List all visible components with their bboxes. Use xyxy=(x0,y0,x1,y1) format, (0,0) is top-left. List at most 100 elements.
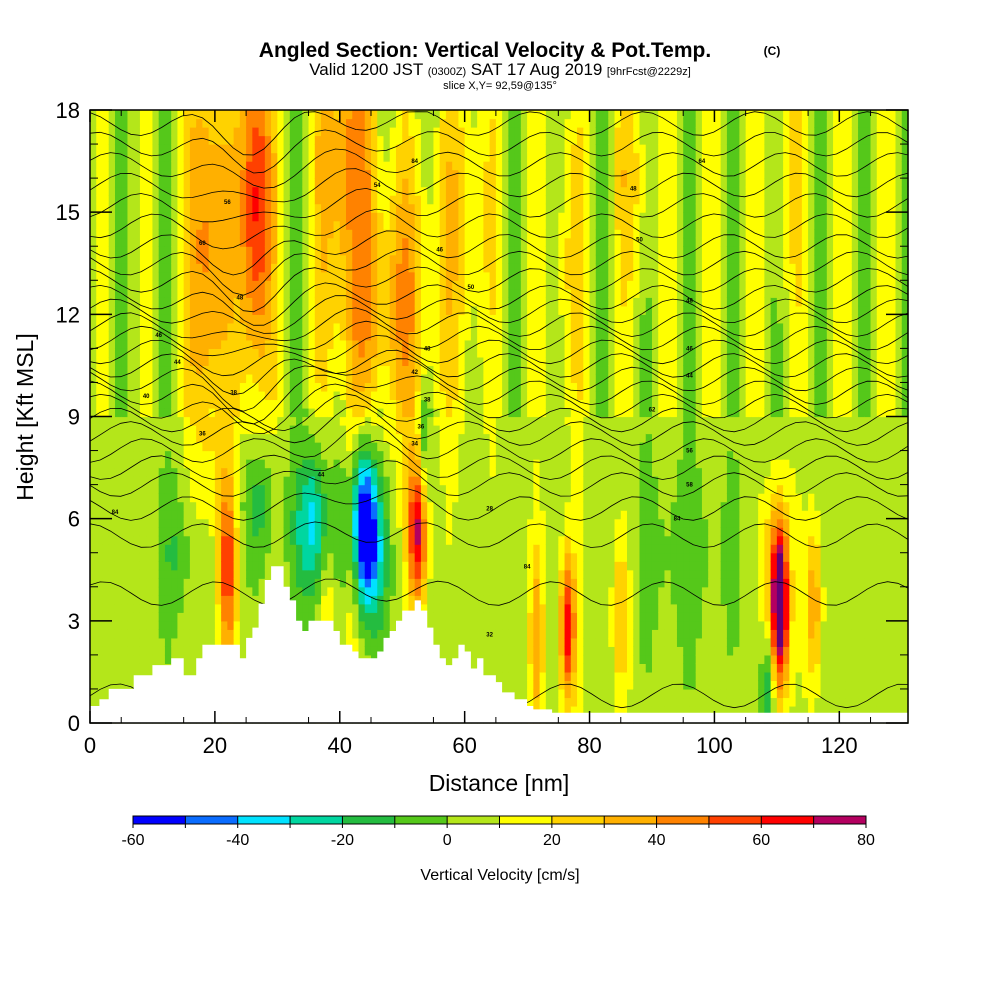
velocity-cell xyxy=(427,467,435,477)
velocity-cell xyxy=(158,518,166,528)
velocity-cell xyxy=(427,527,435,537)
velocity-cell xyxy=(164,203,172,213)
velocity-cell xyxy=(164,135,172,145)
velocity-cell xyxy=(277,254,285,264)
velocity-cell xyxy=(214,552,222,562)
velocity-cell xyxy=(108,561,116,571)
velocity-cell xyxy=(414,442,422,452)
velocity-cell xyxy=(202,399,210,409)
velocity-cell xyxy=(171,561,179,571)
velocity-cell xyxy=(102,348,110,358)
velocity-cell xyxy=(227,348,235,358)
velocity-cell xyxy=(470,161,478,171)
velocity-cell xyxy=(464,118,472,128)
velocity-cell xyxy=(346,586,353,596)
velocity-cell xyxy=(314,544,322,554)
velocity-cell xyxy=(339,586,347,596)
velocity-cell xyxy=(408,144,416,154)
velocity-cell xyxy=(414,399,422,409)
velocity-cell xyxy=(327,186,335,196)
velocity-cell xyxy=(333,467,341,477)
velocity-cell xyxy=(445,339,453,349)
velocity-cell xyxy=(477,348,484,358)
velocity-cell xyxy=(221,212,228,222)
velocity-cell xyxy=(283,263,291,273)
velocity-cell xyxy=(177,229,185,239)
velocity-cell xyxy=(114,459,122,469)
velocity-cell xyxy=(383,450,391,460)
velocity-cell xyxy=(358,586,366,596)
velocity-cell xyxy=(470,356,478,367)
velocity-cell xyxy=(308,203,316,213)
velocity-cell xyxy=(264,442,272,452)
velocity-cell xyxy=(302,518,310,528)
velocity-cell xyxy=(196,552,203,562)
velocity-cell xyxy=(420,127,428,137)
velocity-cell xyxy=(389,271,397,281)
velocity-cell xyxy=(445,603,453,613)
velocity-cell xyxy=(239,637,247,647)
velocity-cell xyxy=(395,467,403,477)
velocity-cell xyxy=(283,484,291,494)
velocity-cell xyxy=(164,229,172,239)
velocity-cell xyxy=(377,161,385,171)
velocity-cell xyxy=(296,203,303,213)
velocity-cell xyxy=(96,271,104,281)
velocity-cell xyxy=(289,356,297,367)
velocity-cell xyxy=(233,552,241,562)
velocity-cell xyxy=(495,195,503,205)
velocity-cell xyxy=(183,484,191,494)
velocity-cell xyxy=(358,578,366,588)
velocity-cell xyxy=(102,407,110,418)
velocity-cell xyxy=(477,365,484,375)
velocity-cell xyxy=(133,382,141,392)
velocity-cell xyxy=(402,212,410,222)
velocity-cell xyxy=(196,297,203,307)
velocity-cell xyxy=(383,407,391,418)
velocity-cell xyxy=(327,118,335,128)
velocity-cell xyxy=(252,237,260,247)
velocity-cell xyxy=(408,450,416,460)
velocity-cell xyxy=(495,450,503,460)
velocity-cell xyxy=(508,118,516,128)
velocity-cell xyxy=(495,118,503,128)
velocity-cell xyxy=(477,518,484,528)
velocity-cell xyxy=(189,305,197,315)
velocity-cell xyxy=(395,288,403,298)
velocity-cell xyxy=(302,399,310,409)
velocity-cell xyxy=(177,416,185,426)
velocity-cell xyxy=(346,518,353,528)
velocity-cell xyxy=(114,237,122,247)
velocity-cell xyxy=(420,459,428,469)
velocity-cell xyxy=(489,552,497,562)
velocity-cell xyxy=(258,271,266,281)
velocity-cell xyxy=(408,246,416,256)
velocity-cell xyxy=(139,322,147,332)
velocity-cell xyxy=(408,297,416,307)
velocity-cell xyxy=(470,561,478,571)
velocity-cell xyxy=(177,322,185,332)
velocity-cell xyxy=(133,407,141,418)
velocity-cell xyxy=(502,561,509,571)
velocity-cell xyxy=(470,322,478,332)
velocity-cell xyxy=(445,203,453,213)
velocity-cell xyxy=(296,612,303,622)
velocity-cell xyxy=(152,493,160,503)
velocity-cell xyxy=(158,561,166,571)
velocity-cell xyxy=(296,356,303,367)
velocity-cell xyxy=(289,552,297,562)
velocity-cell xyxy=(164,646,172,656)
velocity-cell xyxy=(420,425,428,435)
velocity-cell xyxy=(152,442,160,452)
velocity-cell xyxy=(102,203,110,213)
velocity-cell xyxy=(352,365,360,375)
velocity-cell xyxy=(146,390,154,401)
velocity-cell xyxy=(127,314,135,324)
velocity-cell xyxy=(246,552,253,562)
velocity-cell xyxy=(377,254,385,264)
velocity-cell xyxy=(227,314,235,324)
velocity-cell xyxy=(152,510,160,520)
velocity-cell xyxy=(408,305,416,315)
velocity-cell xyxy=(208,314,216,324)
velocity-cell xyxy=(296,305,303,315)
